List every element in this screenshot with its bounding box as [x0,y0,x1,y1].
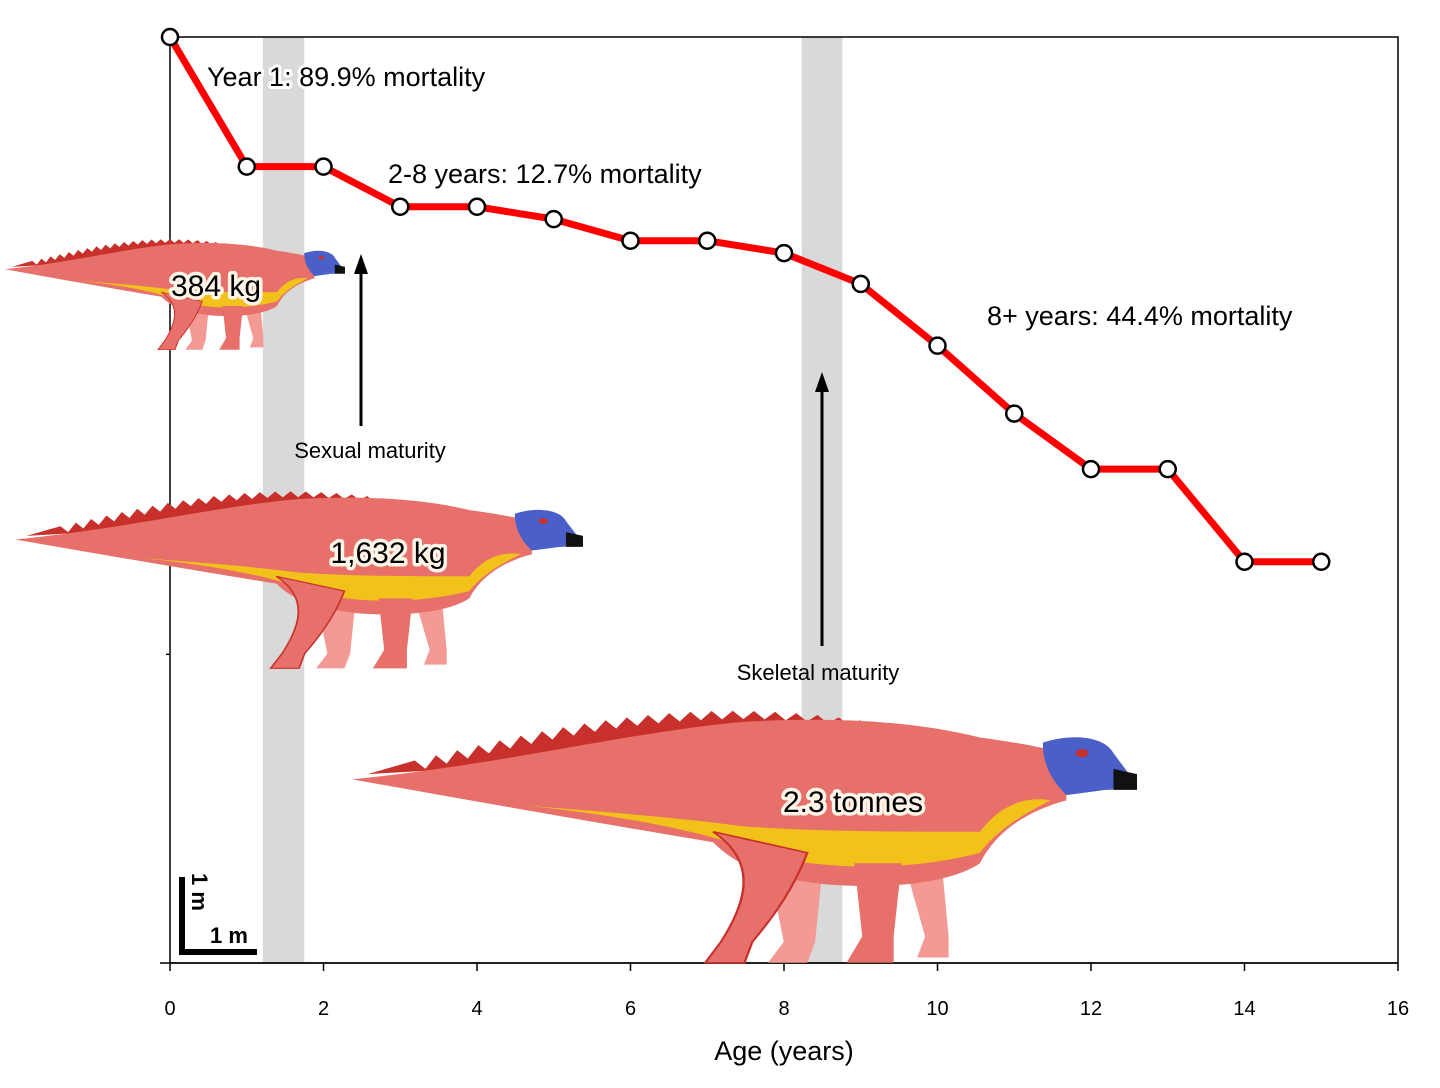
x-tick-label: 6 [625,998,636,1020]
mass-label-subadult: 1,632 kg [330,537,445,570]
data-point [467,197,487,217]
scale-bar-horizontal-label: 1 m [210,923,248,948]
data-point [1158,459,1177,479]
x-tick-label: 12 [1080,998,1102,1020]
x-tick-label: 14 [1233,998,1255,1020]
belly [79,277,308,308]
data-point [544,209,563,229]
data-point [698,231,717,250]
data-point [1081,459,1101,479]
beak [334,264,345,274]
head [1042,737,1132,796]
skeletal-maturity-arrow [815,372,829,646]
eye [1075,748,1089,758]
leg [157,291,203,351]
dinosaur-subadult [15,491,583,669]
x-tick-label: 10 [926,998,948,1020]
sexual-maturity-label: Sexual maturity [294,438,446,463]
annotation-8plus-years: 8+ years: 44.4% mortality [987,301,1293,331]
head [304,250,343,277]
leg [703,831,809,964]
data-point [774,243,794,263]
x-axis: 0 2 4 6 8 10 12 14 16 [160,962,1409,1020]
dinosaur-illustrations [5,239,1137,964]
survivorship-series [160,27,1331,571]
x-axis-label: Age (years) [714,1036,854,1066]
data-point [314,157,333,176]
leg [372,598,413,669]
data-point [1235,552,1254,571]
skeletal-maturity-label: Skeletal maturity [737,660,900,685]
dinosaur-adult [352,710,1137,964]
x-tick-label: 2 [318,998,329,1020]
data-point [928,336,947,355]
data-point [237,157,256,176]
mass-label-juvenile: 384 kg [171,270,261,303]
beak [1113,768,1137,790]
data-point [391,197,410,217]
scale-bar-vertical-label: 1 m [187,873,212,911]
dinosaur-juvenile [5,239,345,351]
leg [846,863,902,963]
leg [269,575,346,669]
x-tick-label: 0 [164,998,175,1020]
series-line [166,35,1322,566]
eye [318,255,324,260]
x-tick-label: 4 [471,998,482,1020]
annotation-year1: Year 1: 89.9% mortality [207,62,486,92]
belly [524,799,1051,867]
x-tick-label: 16 [1387,998,1409,1020]
scale-bar: 1 m 1 m [179,873,257,955]
leg [219,306,243,350]
data-point [621,231,640,250]
data-point [851,274,870,294]
belly [139,553,521,601]
eye [538,518,548,525]
x-tick-label: 8 [778,998,789,1020]
head [514,509,579,551]
body [352,719,1067,887]
beak [565,532,583,547]
sexual-maturity-arrow [354,254,368,426]
mass-label-adult: 2.3 tonnes [783,786,923,819]
data-point [1312,552,1331,571]
annotation-2-8-years: 2-8 years: 12.7% mortality [388,159,702,189]
data-point [160,27,180,47]
data-point [1005,404,1024,423]
body [5,243,315,317]
